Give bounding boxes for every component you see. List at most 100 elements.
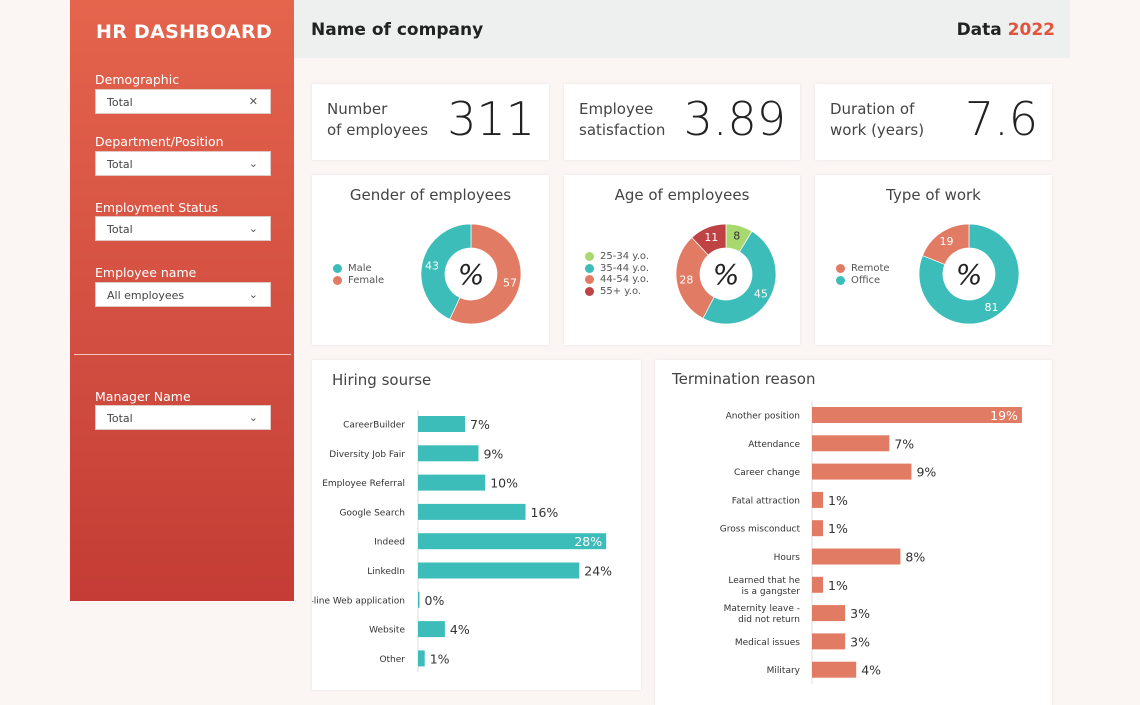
slice-label: 43 — [425, 259, 439, 272]
kpi-value: 311 — [447, 92, 535, 146]
bar — [812, 463, 912, 480]
manager-name-select[interactable]: Total ⌄ — [95, 405, 271, 430]
kpi-card-employees: Number of employees 311 — [312, 84, 549, 160]
filter-label-employee-name: Employee name — [95, 265, 197, 280]
value-label: 7% — [470, 417, 490, 432]
department-select[interactable]: Total ⌄ — [95, 151, 271, 176]
kpi-value: 7.6 — [964, 92, 1038, 146]
kpi-card-duration: Duration of work (years) 7.6 — [815, 84, 1052, 160]
bar — [418, 416, 466, 432]
value-label: 8% — [905, 550, 925, 565]
legend-item: Office — [836, 275, 890, 287]
slice-label: 45 — [754, 288, 768, 301]
bar — [418, 562, 580, 579]
bar — [812, 633, 846, 650]
kpi-label: Duration of work (years) — [830, 100, 925, 139]
category-label: did not return — [738, 615, 800, 625]
select-value: Total — [107, 96, 133, 109]
value-label: 9% — [483, 446, 503, 461]
bar — [812, 661, 857, 678]
employment-status-select[interactable]: Total ⌄ — [95, 216, 271, 241]
category-label: Another position — [726, 412, 800, 422]
category-label: Fatal attraction — [732, 496, 800, 506]
hiring-source-bar-chart: CareerBuilder 7% Diversity Job Fair 9% Emplo… — [312, 410, 612, 673]
select-value: Total — [107, 158, 133, 171]
select-value: All employees — [107, 289, 185, 302]
slice-label: 8 — [733, 229, 740, 242]
bar — [812, 520, 824, 537]
center-label: % — [956, 258, 983, 291]
donut-slice — [922, 223, 970, 265]
legend-item: Remote — [836, 263, 890, 275]
dashboard-title: HR DASHBOARD — [96, 21, 273, 43]
category-label: Website — [369, 626, 405, 636]
sidebar: HR DASHBOARD Demographic Total ✕ Departme… — [70, 0, 294, 601]
category-label: Indeed — [374, 538, 405, 548]
donut-slice — [918, 223, 1020, 325]
chart-title: Age of employees — [614, 186, 750, 204]
value-label: 7% — [894, 436, 914, 451]
slice-label: 81 — [984, 301, 998, 314]
work-type-chart-card: Type of work Remote Office 81 19% — [815, 175, 1052, 345]
kpi-label: Employee satisfaction — [579, 100, 666, 139]
bar — [418, 474, 486, 491]
filter-label-employment-status: Employment Status — [95, 200, 219, 215]
category-label: On-line Web application — [312, 596, 405, 606]
slice-label: 28 — [679, 273, 693, 286]
donut-slice — [449, 223, 522, 325]
bar — [418, 533, 607, 550]
value-label: 4% — [861, 663, 881, 678]
hiring-source-card: Hiring sourse CareerBuilder 7% Diversity J… — [312, 360, 641, 690]
bar — [418, 591, 420, 608]
slice-label: 19 — [940, 235, 954, 248]
bar — [418, 621, 445, 638]
kpi-label: Number of employees — [327, 100, 429, 139]
bar — [812, 576, 824, 593]
donut-slice — [702, 230, 777, 325]
header: Name of company Data 2022 — [294, 0, 1070, 58]
category-label: Google Search — [339, 508, 405, 518]
chart-title: Hiring sourse — [332, 371, 432, 389]
category-label: Career change — [734, 468, 801, 478]
category-label: Medical issues — [735, 638, 800, 648]
category-label: Attendance — [748, 440, 800, 450]
employee-name-select[interactable]: All employees ⌄ — [95, 282, 271, 307]
close-icon[interactable]: ✕ — [248, 95, 258, 108]
category-label: Other — [379, 655, 405, 665]
category-label: Military — [767, 666, 801, 676]
termination-reason-bar-chart: Another position 19% Attendance 7% Career ch… — [720, 401, 1022, 684]
select-value: Total — [107, 223, 133, 236]
legend-item: Female — [333, 275, 384, 287]
category-label: LinkedIn — [367, 567, 405, 577]
value-label: 24% — [584, 564, 612, 579]
bar — [812, 605, 846, 622]
value-label: 3% — [850, 606, 870, 621]
slice-label: 11 — [704, 231, 718, 244]
demographic-select[interactable]: Total ✕ — [95, 89, 271, 114]
legend-item: Male — [333, 263, 384, 275]
age-donut: 8 45 28 11% — [675, 223, 777, 325]
data-label: Data — [956, 20, 1002, 40]
bar — [812, 407, 1022, 423]
value-label: 9% — [916, 465, 936, 480]
bar — [418, 503, 526, 520]
gender-chart-card: Gender of employees Male Female 57 43% — [312, 175, 549, 345]
bar — [812, 548, 901, 565]
donut-slice — [691, 223, 727, 256]
data-year: Data 2022 — [957, 20, 1055, 40]
value-label: 3% — [850, 634, 870, 649]
bar — [812, 435, 890, 452]
chart-title: Gender of employees — [349, 186, 512, 204]
filter-label-department: Department/Position — [95, 134, 224, 149]
legend-item: 25-34 y.o. — [585, 251, 649, 263]
category-label: Hours — [774, 553, 801, 563]
kpi-card-satisfaction: Employee satisfaction 3.89 — [564, 84, 800, 160]
termination-reason-card: Termination reason Another position 19% At… — [655, 360, 1052, 705]
value-label: 1% — [828, 493, 848, 508]
value-label: 4% — [450, 622, 470, 637]
chart-title: Type of work — [886, 186, 981, 204]
filter-label-demographic: Demographic — [95, 72, 180, 87]
value-label: 10% — [490, 476, 518, 491]
legend-item: 44-54 y.o. — [585, 274, 649, 286]
legend-item: 55+ y.o. — [585, 286, 649, 298]
